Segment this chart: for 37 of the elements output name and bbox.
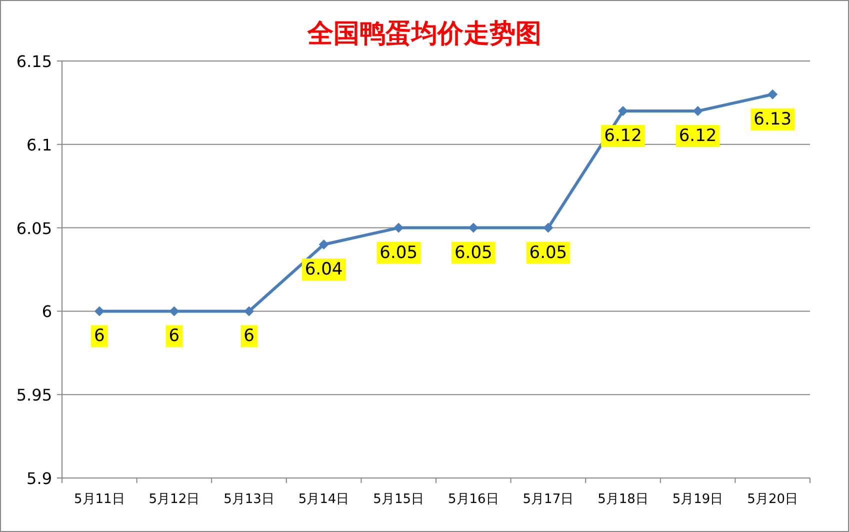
point [618,106,628,116]
data-label: 6.12 [604,126,642,146]
point [543,222,554,233]
x-tick-label: 5月15日 [373,492,424,507]
x-tick-label: 5月18日 [598,492,648,507]
data-label: 6.12 [678,126,717,146]
data-label: 6.13 [754,109,792,130]
x-tick-label: 5月14日 [298,492,350,507]
y-tick-label: 6.05 [16,218,52,238]
point [94,306,104,316]
data-label: 6.04 [304,259,343,280]
point [394,222,404,233]
y-tick-label: 5.9 [26,469,52,488]
x-tick-label: 5月20日 [747,492,798,507]
y-tick-label: 6.15 [16,52,52,71]
y-tick-label: 6 [42,302,52,322]
point [768,89,778,100]
y-tick-label: 6.1 [26,135,52,154]
x-tick-label: 5月19日 [672,492,724,507]
x-tick-label: 5月12日 [148,492,200,507]
x-tick-label: 5月17日 [522,492,574,507]
y-tick-label: 5.95 [16,386,52,405]
x-tick-label: 5月11日 [74,492,125,507]
data-label: 6 [244,326,254,346]
data-label: 6.05 [529,242,568,263]
point [244,306,254,316]
data-label: 6.05 [454,242,492,263]
point [692,106,703,116]
point [318,239,329,250]
chart-title: 全国鸭蛋均价走势图 [306,19,542,49]
data-label: 6 [94,326,105,346]
point [468,222,478,233]
data-label: 6.05 [380,242,418,263]
point [169,306,180,316]
x-tick-label: 5月13日 [224,492,274,507]
data-label: 6 [168,326,180,346]
x-tick-label: 5月16日 [448,492,499,507]
